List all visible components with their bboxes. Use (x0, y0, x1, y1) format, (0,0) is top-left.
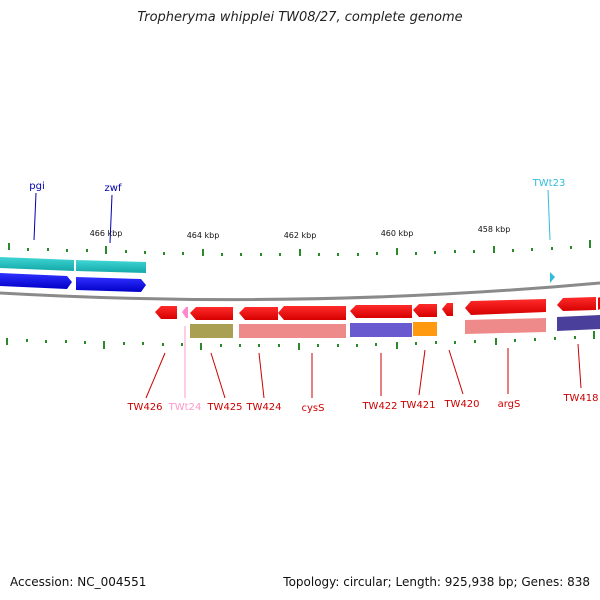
genome-backbone (0, 281, 600, 302)
domain-bar-cyss (278, 324, 346, 338)
reverse-strand-features (155, 297, 600, 338)
accession-text: Accession: NC_004551 (10, 575, 147, 589)
gene-arrow-tw426 (155, 306, 177, 319)
gene-label-tw426[interactable]: TW426 (126, 402, 162, 413)
gene-label-tw424[interactable]: TW424 (245, 402, 281, 413)
gene-arrow-tw421 (413, 304, 437, 317)
gene-label-tw425[interactable]: TW425 (206, 402, 242, 413)
domain-bar-tw422 (350, 323, 412, 337)
scale-label-462: 462 kbp (284, 231, 317, 240)
gene-label-twt24[interactable]: TWt24 (168, 402, 202, 413)
gene-arrow-zwf-cds (76, 260, 146, 273)
gene-arrow-args (465, 299, 546, 315)
gene-label-tw422[interactable]: TW422 (361, 401, 397, 412)
gene-arrow-tw424 (239, 307, 278, 320)
domain-bar-tw418 (557, 315, 600, 331)
gene-arrow-pgi (0, 273, 72, 289)
gene-arrow-zwf (76, 277, 146, 292)
top-scale-ticks (8, 240, 591, 256)
topology-text: Topology: circular; Length: 925,938 bp; … (283, 575, 590, 589)
leader-twt23 (547, 189, 551, 241)
scale-label-466: 466 kbp (90, 229, 123, 238)
gene-arrow-tw418 (557, 297, 596, 311)
gene-label-pgi[interactable]: pgi (29, 181, 44, 192)
domain-bar-args (465, 318, 546, 334)
leader-pgi (33, 192, 37, 241)
scale-label-464: 464 kbp (187, 231, 220, 240)
gene-label-args[interactable]: argS (498, 399, 521, 410)
domain-bar-tw425 (190, 324, 233, 338)
gene-arrow-pgi-cds (0, 257, 74, 271)
map-title: Tropheryma whipplei TW08/27, complete ge… (137, 10, 463, 25)
scale-label-458: 458 kbp (478, 225, 511, 234)
gene-label-cyss[interactable]: cysS (302, 403, 325, 414)
trna-arrow-twt23 (550, 272, 555, 283)
gene-arrow-tw422 (350, 305, 412, 318)
forward-strand-features (0, 257, 555, 292)
gene-label-zwf[interactable]: zwf (105, 183, 122, 194)
bottom-leaders (145, 326, 582, 399)
bottom-scale-ticks (6, 331, 595, 350)
gene-arrow-cyss (278, 306, 346, 320)
trna-arrow-twt24 (182, 307, 188, 318)
scale-label-460: 460 kbp (381, 229, 414, 238)
gene-arrow-tw425 (190, 307, 233, 320)
gene-label-twt23[interactable]: TWt23 (532, 178, 566, 189)
domain-bar-tw424 (239, 324, 278, 338)
leader-zwf (109, 194, 113, 244)
gene-label-tw421[interactable]: TW421 (399, 400, 435, 411)
domain-bar-tw421 (413, 322, 437, 336)
gene-label-tw418[interactable]: TW418 (562, 393, 598, 404)
gene-label-tw420[interactable]: TW420 (443, 399, 479, 410)
gene-arrow-tw420 (442, 303, 453, 316)
